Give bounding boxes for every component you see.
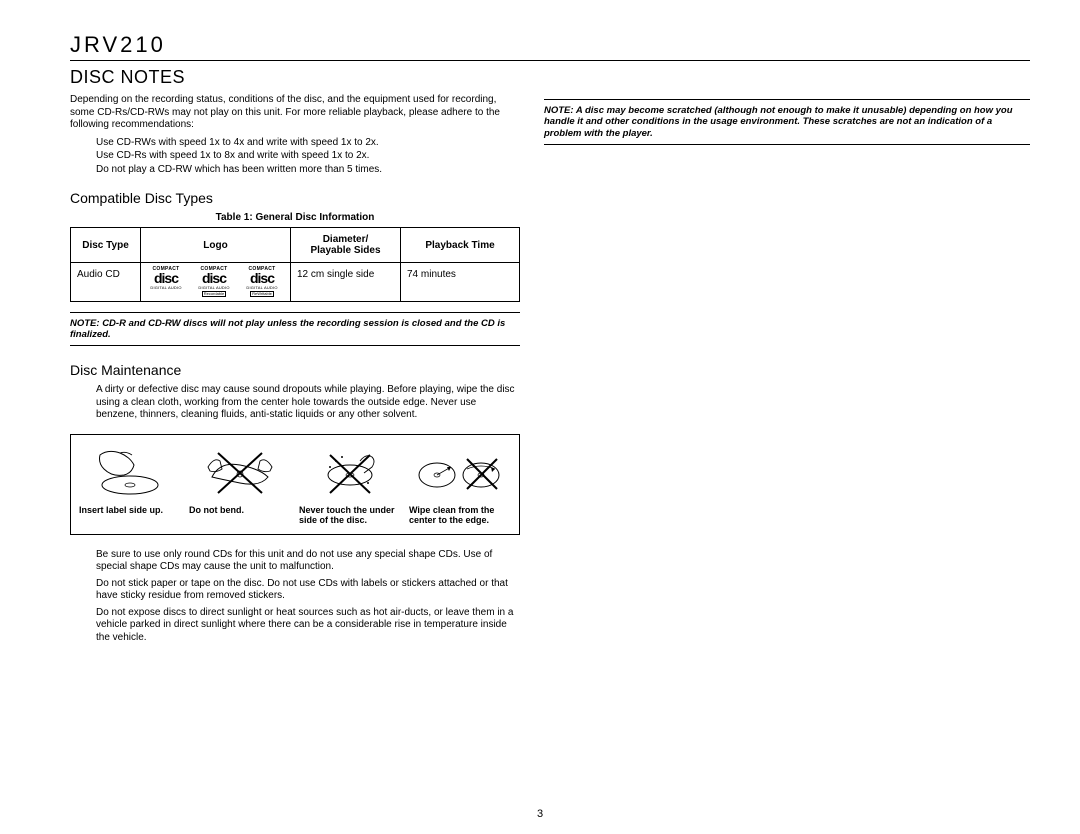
- handling-touch: Never touch the under side of the disc.: [299, 445, 401, 526]
- note-item: Do not expose discs to direct sunlight o…: [96, 607, 520, 645]
- compat-heading: Compatible Disc Types: [70, 190, 520, 206]
- handling-bend: Do not bend.: [189, 445, 291, 526]
- th-playback: Playback Time: [401, 228, 520, 263]
- maint-heading: Disc Maintenance: [70, 362, 520, 378]
- wipe-clean-icon: [409, 445, 511, 499]
- handling-label: Insert label side up.: [79, 505, 181, 515]
- never-touch-icon: [299, 445, 401, 499]
- note-item: Be sure to use only round CDs for this u…: [96, 549, 520, 574]
- logo-sub-text: DIGITAL AUDIO: [191, 286, 237, 290]
- cell-diameter: 12 cm single side: [291, 263, 401, 302]
- additional-notes-list: Be sure to use only round CDs for this u…: [96, 549, 520, 645]
- cell-disc-type: Audio CD: [71, 263, 141, 302]
- disc-table: Disc Type Logo Diameter/ Playable Sides …: [70, 227, 520, 302]
- handling-insert: Insert label side up.: [79, 445, 181, 526]
- cd-logo: COMPACT disc DIGITAL AUDIO: [143, 267, 189, 290]
- table-caption: Table 1: General Disc Information: [70, 212, 520, 223]
- do-not-bend-icon: [189, 445, 291, 499]
- intro-text: Depending on the recording status, condi…: [70, 94, 520, 132]
- handling-diagram-box: Insert label side up. Do not bend.: [70, 434, 520, 535]
- logo-sub-text: DIGITAL AUDIO: [239, 286, 285, 290]
- cell-playback: 74 minutes: [401, 263, 520, 302]
- th-diameter: Diameter/ Playable Sides: [291, 228, 401, 263]
- handling-label: Never touch the under side of the disc.: [299, 505, 401, 526]
- logo-sub-text: DIGITAL AUDIO: [143, 286, 189, 290]
- recommendation-list: Use CD-RWs with speed 1x to 4x and write…: [96, 136, 520, 177]
- left-column: DISC NOTES Depending on the recording st…: [70, 67, 520, 648]
- maint-text: A dirty or defective disc may cause soun…: [96, 384, 520, 422]
- logo-disc-text: disc: [143, 272, 189, 285]
- note-item: Do not stick paper or tape on the disc. …: [96, 578, 520, 603]
- th-logo: Logo: [141, 228, 291, 263]
- th-disc-type: Disc Type: [71, 228, 141, 263]
- handling-label: Do not bend.: [189, 505, 291, 515]
- insert-label-icon: [79, 445, 181, 499]
- bullet-item: Do not play a CD-RW which has been writt…: [96, 163, 520, 177]
- model-number: JRV210: [70, 32, 1030, 58]
- scratch-note: NOTE: A disc may become scratched (altho…: [544, 99, 1030, 145]
- logo-tag-text: ReWritable: [250, 291, 274, 297]
- cd-r-logo: COMPACT disc DIGITAL AUDIO Recordable: [191, 267, 237, 297]
- handling-wipe: Wipe clean from the center to the edge.: [409, 445, 511, 526]
- finalize-note: NOTE: CD-R and CD-RW discs will not play…: [70, 312, 520, 347]
- bullet-item: Use CD-Rs with speed 1x to 8x and write …: [96, 149, 520, 163]
- logo-disc-text: disc: [239, 272, 285, 285]
- content-columns: DISC NOTES Depending on the recording st…: [70, 67, 1030, 648]
- handling-label: Wipe clean from the center to the edge.: [409, 505, 511, 526]
- table-row: Audio CD COMPACT disc DIGITAL AUDIO COMP…: [71, 263, 520, 302]
- table-header-row: Disc Type Logo Diameter/ Playable Sides …: [71, 228, 520, 263]
- logo-disc-text: disc: [191, 272, 237, 285]
- bullet-item: Use CD-RWs with speed 1x to 4x and write…: [96, 136, 520, 150]
- page-title: DISC NOTES: [70, 67, 520, 88]
- logo-tag-text: Recordable: [202, 291, 226, 297]
- right-column: NOTE: A disc may become scratched (altho…: [544, 67, 1030, 648]
- cell-logos: COMPACT disc DIGITAL AUDIO COMPACT disc …: [141, 263, 291, 302]
- cd-rw-logo: COMPACT disc DIGITAL AUDIO ReWritable: [239, 267, 285, 297]
- header-rule: [70, 60, 1030, 61]
- page-number: 3: [0, 808, 1080, 820]
